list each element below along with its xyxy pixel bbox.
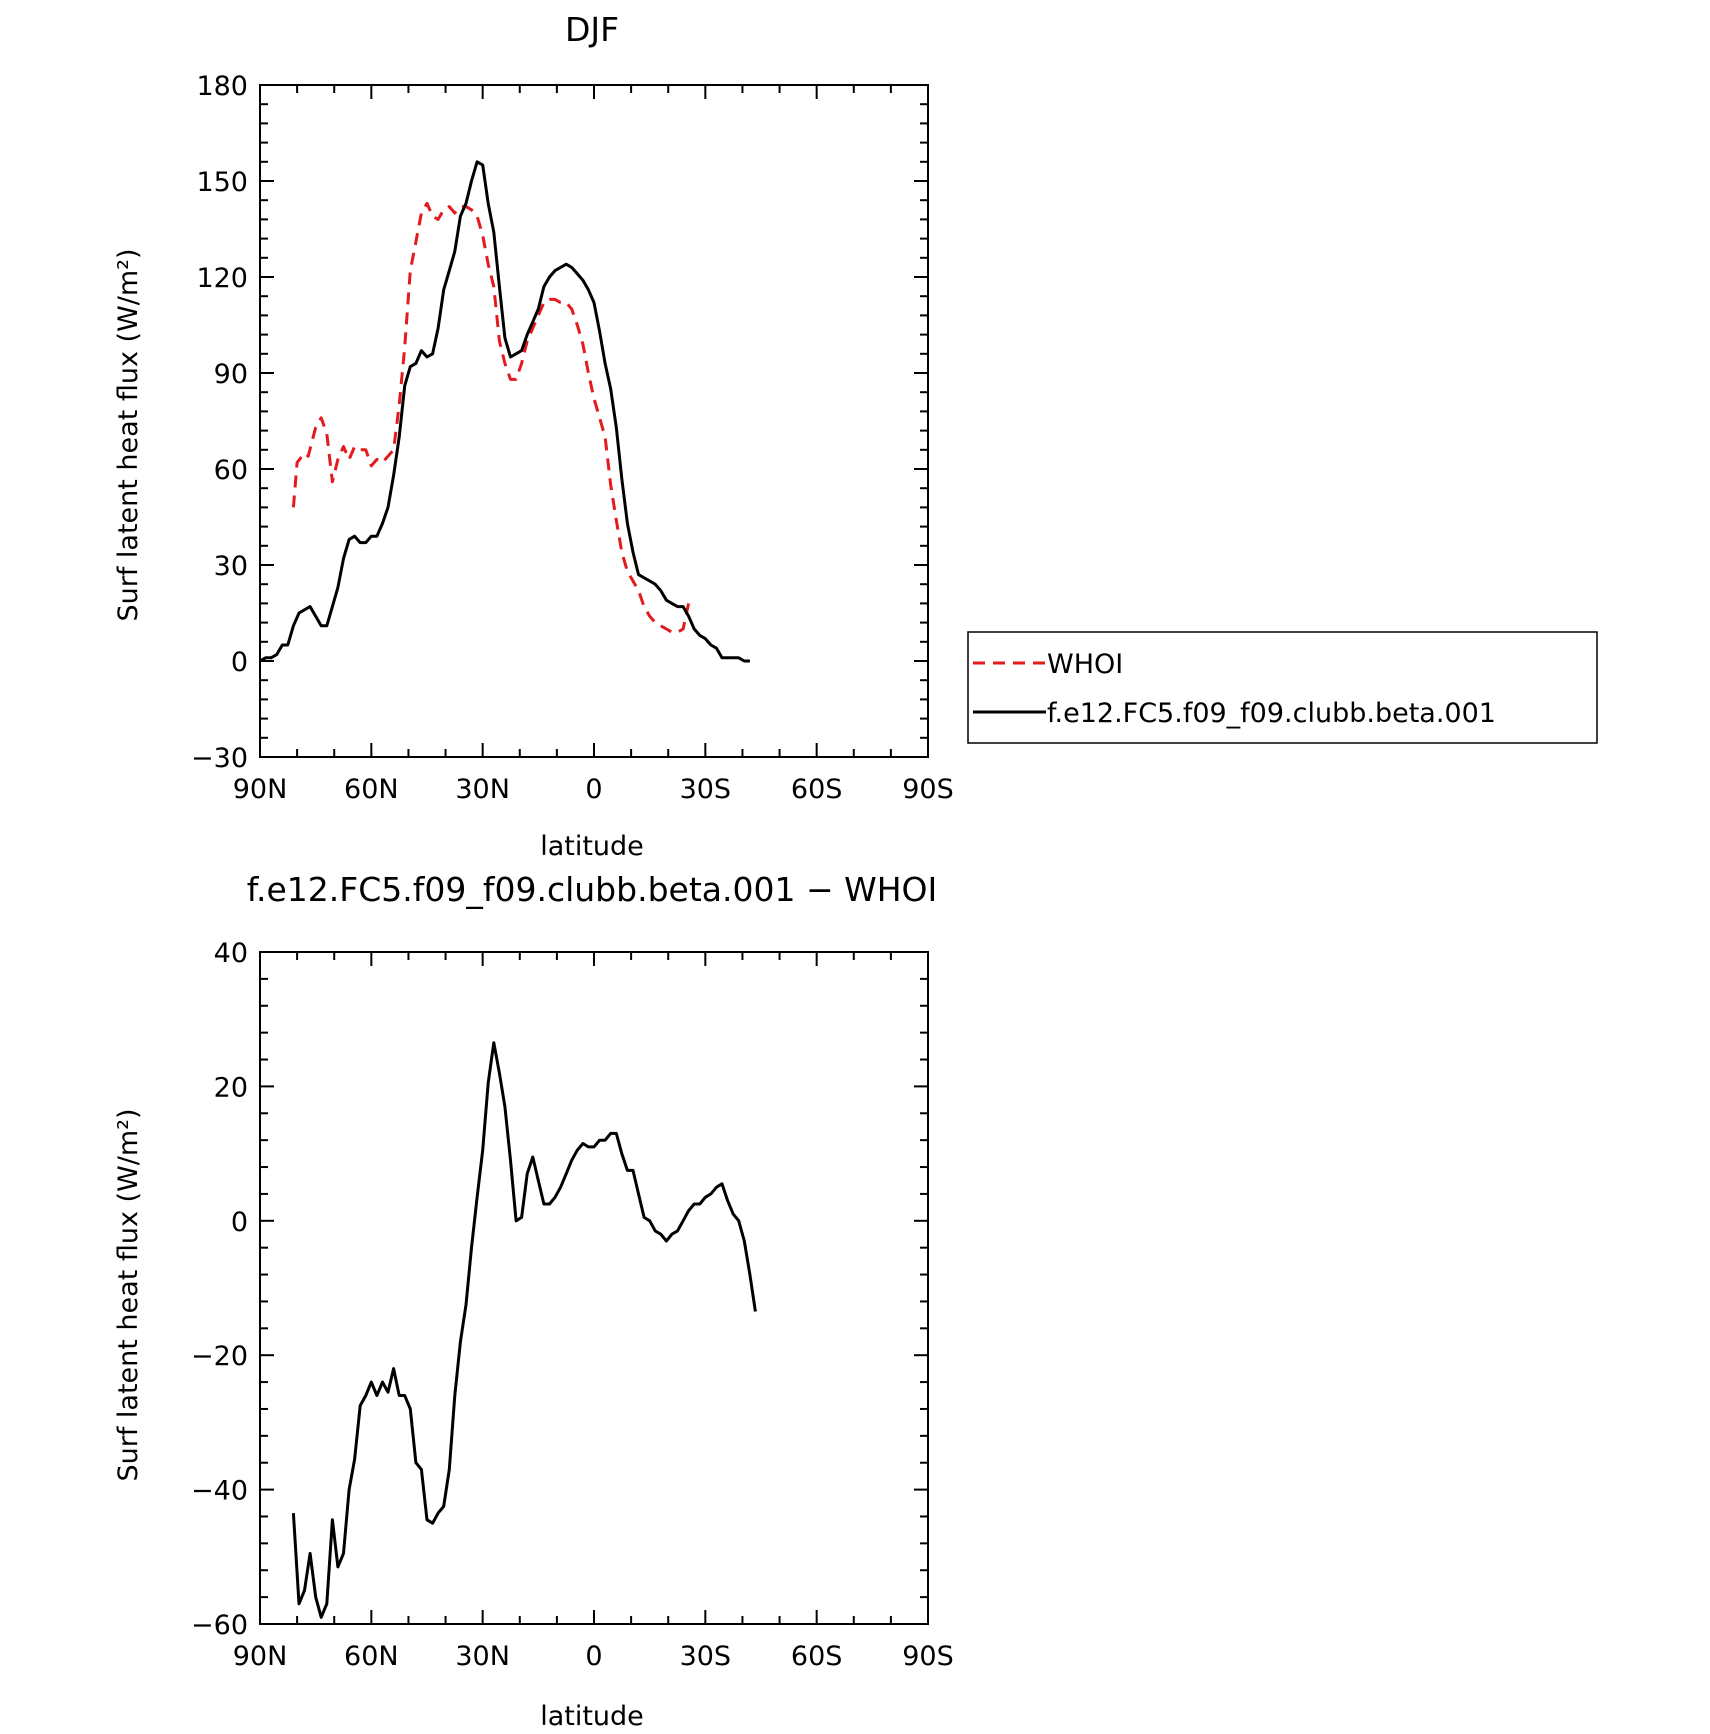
legend-box — [967, 631, 1598, 744]
legend-label-model: f.e12.FC5.f09_f09.clubb.beta.001 — [1047, 698, 1496, 729]
y-tick-label: 30 — [214, 551, 248, 582]
series-line-whoi — [291, 201, 691, 634]
x-tick-label: 30S — [680, 1641, 732, 1672]
y-tick-label: 60 — [214, 455, 248, 486]
x-tick-label: 30S — [680, 774, 732, 805]
x-tick-label: 60S — [791, 774, 843, 805]
panel-title-difference: f.e12.FC5.f09_f09.clubb.beta.001 − WHOI — [247, 870, 938, 909]
y-tick-label: 150 — [196, 167, 248, 198]
series-line-f-e12-fc5-f09-f09-clubb-beta-001 — [259, 160, 750, 663]
y-tick-label: 0 — [231, 1207, 248, 1238]
x-axis-label: latitude — [540, 1701, 644, 1732]
x-tick-label: 90N — [233, 1641, 288, 1672]
x-tick-label: 60N — [344, 1641, 399, 1672]
x-axis-label: latitude — [540, 831, 644, 862]
y-tick-label: −40 — [191, 1476, 248, 1507]
y-tick-label: 120 — [196, 263, 248, 294]
series-line-difference — [291, 1041, 757, 1619]
y-tick-label: 40 — [214, 938, 248, 969]
plot-frame — [259, 951, 929, 1625]
x-tick-label: 0 — [585, 774, 602, 805]
x-tick-label: 90N — [233, 774, 288, 805]
y-axis-label: Surf latent heat flux (W/m²) — [113, 248, 144, 621]
y-tick-label: −30 — [191, 743, 248, 774]
legend: WHOI f.e12.FC5.f09_f09.clubb.beta.001 — [967, 631, 1598, 744]
y-tick-label: 180 — [196, 71, 248, 102]
y-axis-label: Surf latent heat flux (W/m²) — [113, 1108, 144, 1481]
x-tick-label: 90S — [902, 1641, 954, 1672]
x-tick-label: 0 — [585, 1641, 602, 1672]
x-tick-label: 30N — [455, 1641, 510, 1672]
plot-frame — [259, 84, 929, 758]
y-tick-label: 0 — [231, 647, 248, 678]
x-tick-label: 30N — [455, 774, 510, 805]
y-tick-label: −20 — [191, 1341, 248, 1372]
difference-panel: f.e12.FC5.f09_f09.clubb.beta.001 − WHOI … — [113, 870, 954, 1732]
x-tick-label: 60S — [791, 1641, 843, 1672]
y-tick-label: −60 — [191, 1610, 248, 1641]
x-tick-label: 90S — [902, 774, 954, 805]
y-tick-label: 20 — [214, 1072, 248, 1103]
legend-label-whoi: WHOI — [1047, 649, 1123, 680]
panel-title-djf: DJF — [565, 10, 619, 49]
y-tick-label: 90 — [214, 359, 248, 390]
x-tick-label: 60N — [344, 774, 399, 805]
